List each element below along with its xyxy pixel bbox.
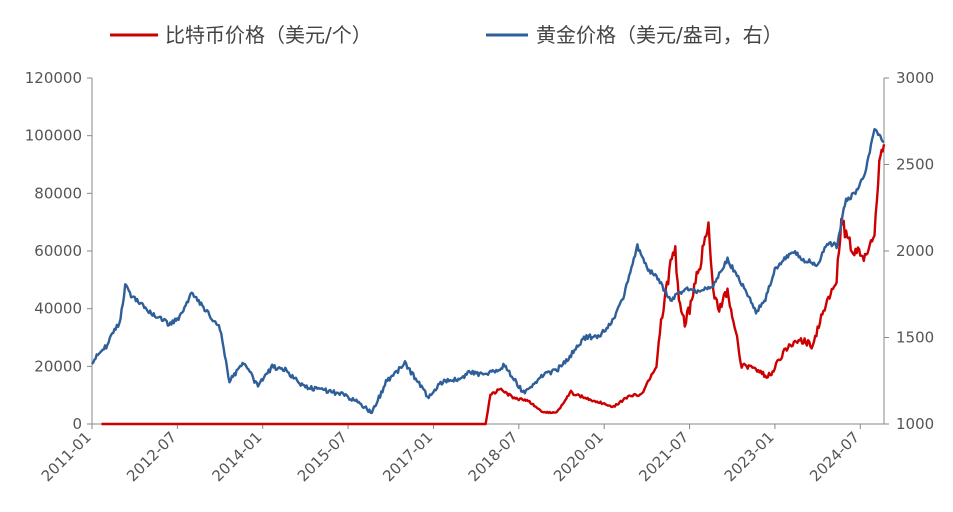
left-axis-tick-label: 0 xyxy=(72,415,82,433)
right-axis-ticks: 1000 1500 2000 2500 3000 xyxy=(884,69,934,433)
x-axis-tick-label: 2020-01 xyxy=(550,428,607,485)
x-axis-tick-label: 2023-01 xyxy=(721,428,778,485)
left-axis-tick-label: 20000 xyxy=(34,357,82,375)
x-axis-tick-label: 2021-07 xyxy=(635,428,692,485)
legend: 比特币价格（美元/个） 黄金价格（美元/盎司，右） xyxy=(110,23,783,47)
left-axis-tick-label: 120000 xyxy=(25,69,82,87)
right-axis-tick-label: 1000 xyxy=(896,415,934,433)
legend-item-bitcoin: 比特币价格（美元/个） xyxy=(110,23,372,47)
left-axis-ticks: 0 20000 40000 60000 80000 100000 120000 xyxy=(25,69,92,433)
series-layer xyxy=(91,127,886,426)
x-axis-tick-label: 2012-07 xyxy=(123,428,180,485)
series-line-bitcoin xyxy=(101,144,886,426)
x-axis-tick-label: 2018-07 xyxy=(465,428,522,485)
x-axis-ticks: 2011-01 2012-07 2014-01 2015-07 2017-01 2018-… xyxy=(38,424,863,485)
right-axis-tick-label: 1500 xyxy=(896,329,934,347)
x-axis-tick-label: 2011-01 xyxy=(38,428,95,485)
legend-label-bitcoin: 比特币价格（美元/个） xyxy=(165,23,372,47)
left-axis-tick-label: 60000 xyxy=(34,242,82,260)
x-axis-tick-label: 2024-07 xyxy=(806,428,863,485)
x-axis-tick-label: 2017-01 xyxy=(379,428,436,485)
left-axis-tick-label: 40000 xyxy=(34,300,82,318)
right-axis-tick-label: 2000 xyxy=(896,242,934,260)
left-axis-tick-label: 80000 xyxy=(34,184,82,202)
right-axis-tick-label: 2500 xyxy=(896,156,934,174)
x-axis-tick-label: 2014-01 xyxy=(209,428,266,485)
right-axis-tick-label: 3000 xyxy=(896,69,934,87)
series-line-gold xyxy=(91,127,885,415)
legend-item-gold: 黄金价格（美元/盎司，右） xyxy=(486,23,783,47)
left-axis-tick-label: 100000 xyxy=(25,127,82,145)
x-axis-tick-label: 2015-07 xyxy=(294,428,351,485)
legend-label-gold: 黄金价格（美元/盎司，右） xyxy=(536,23,783,47)
